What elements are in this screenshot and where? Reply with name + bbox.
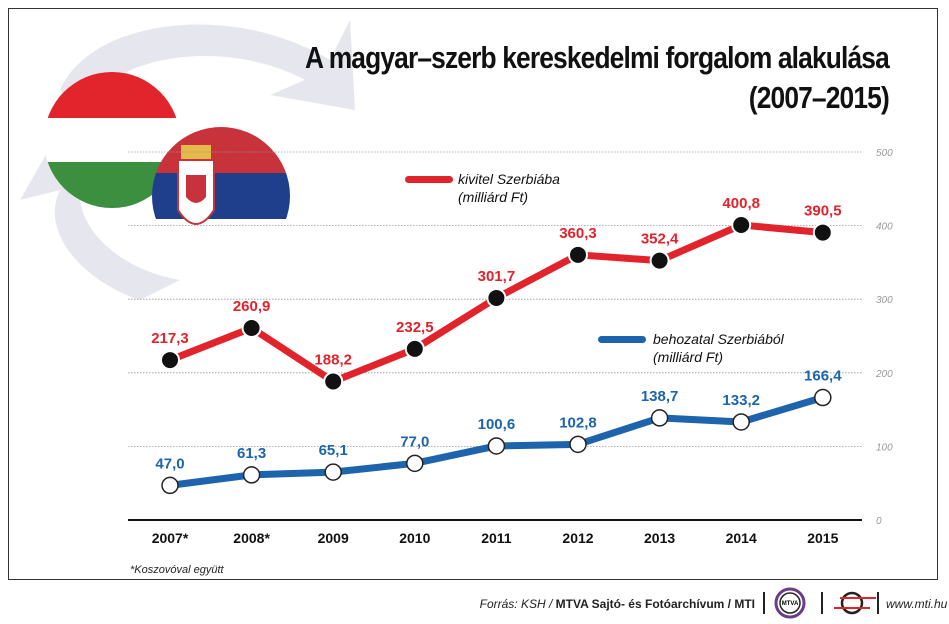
y-tick-label: 400 [876, 222, 893, 233]
data-point [569, 435, 587, 454]
source-agency: MTVA Sajtó- és Fotóarchívum / MTI [555, 597, 755, 611]
data-point [242, 466, 261, 484]
x-tick-label: 2011 [481, 530, 512, 546]
x-tick-label: 2013 [644, 530, 675, 546]
data-point [731, 215, 752, 236]
data-point [732, 413, 750, 431]
data-label: 260,9 [233, 298, 271, 315]
data-point [323, 371, 344, 392]
x-tick-label: 2014 [726, 530, 757, 546]
data-label: 65,1 [319, 442, 348, 459]
y-tick-label: 500 [876, 148, 893, 159]
x-tick-label: 2009 [318, 530, 349, 546]
data-point [486, 287, 507, 308]
data-label: 352,4 [641, 231, 679, 248]
data-point [241, 317, 262, 338]
data-label: 133,2 [722, 392, 760, 409]
data-label: 61,3 [237, 445, 266, 462]
source-credit: Forrás: KSH / MTVA Sajtó- és Fotóarchívu… [480, 597, 755, 611]
data-label: 301,7 [478, 268, 516, 285]
data-point [568, 244, 588, 265]
data-label: 77,0 [400, 433, 429, 450]
y-tick-label: 300 [876, 295, 893, 306]
data-label: 100,6 [478, 416, 516, 433]
data-label: 102,8 [559, 414, 597, 431]
legend-unit: (milliárd Ft) [458, 189, 528, 205]
data-label: 47,0 [155, 455, 184, 472]
legend-import: behozatal Szerbiából (milliárd Ft) [598, 330, 784, 366]
data-point [649, 250, 670, 271]
chart-frame [8, 8, 938, 580]
source-prefix: Forrás: KSH / [479, 597, 556, 611]
data-label: 232,5 [396, 319, 434, 336]
legend-swatch-export [405, 176, 453, 183]
data-point [404, 338, 425, 359]
data-point [487, 437, 506, 455]
data-point [406, 454, 424, 473]
data-point [324, 463, 342, 481]
data-label: 390,5 [804, 203, 842, 220]
x-tick-label: 2015 [807, 530, 838, 546]
legend-swatch-import [598, 336, 646, 343]
subtitle-text: (2007–2015) [748, 80, 890, 115]
legend-unit: (milliárd Ft) [653, 349, 723, 365]
footnote: *Koszovóval együtt [130, 564, 224, 576]
x-tick-label: 2007* [152, 530, 189, 546]
chart-title: A magyar–szerb kereskedelmi forgalom ala… [305, 38, 890, 118]
y-tick-label: 200 [875, 369, 893, 380]
data-label: 360,3 [559, 225, 597, 242]
data-label: 166,4 [804, 368, 842, 385]
data-point [814, 388, 832, 407]
legend-export: kivitel Szerbiába (milliárd Ft) [405, 170, 560, 206]
y-tick-label: 0 [876, 516, 882, 527]
data-label: 188,2 [314, 351, 352, 368]
data-label: 138,7 [641, 388, 679, 405]
title-text: A magyar–szerb kereskedelmi forgalom ala… [305, 40, 890, 75]
y-tick-label: 100 [876, 442, 893, 453]
x-tick-label: 2012 [562, 530, 593, 546]
data-point [650, 409, 669, 427]
legend-label: behozatal Szerbiából [653, 331, 784, 347]
x-tick-label: 2008* [233, 530, 270, 546]
data-point [160, 350, 180, 371]
data-label: 400,8 [722, 195, 760, 212]
website-link[interactable]: www.mti.hu [886, 597, 948, 611]
data-point [812, 222, 833, 243]
legend-label: kivitel Szerbiába [458, 171, 560, 187]
x-tick-label: 2010 [399, 530, 430, 546]
data-point [161, 476, 179, 495]
data-label: 217,3 [151, 330, 189, 347]
